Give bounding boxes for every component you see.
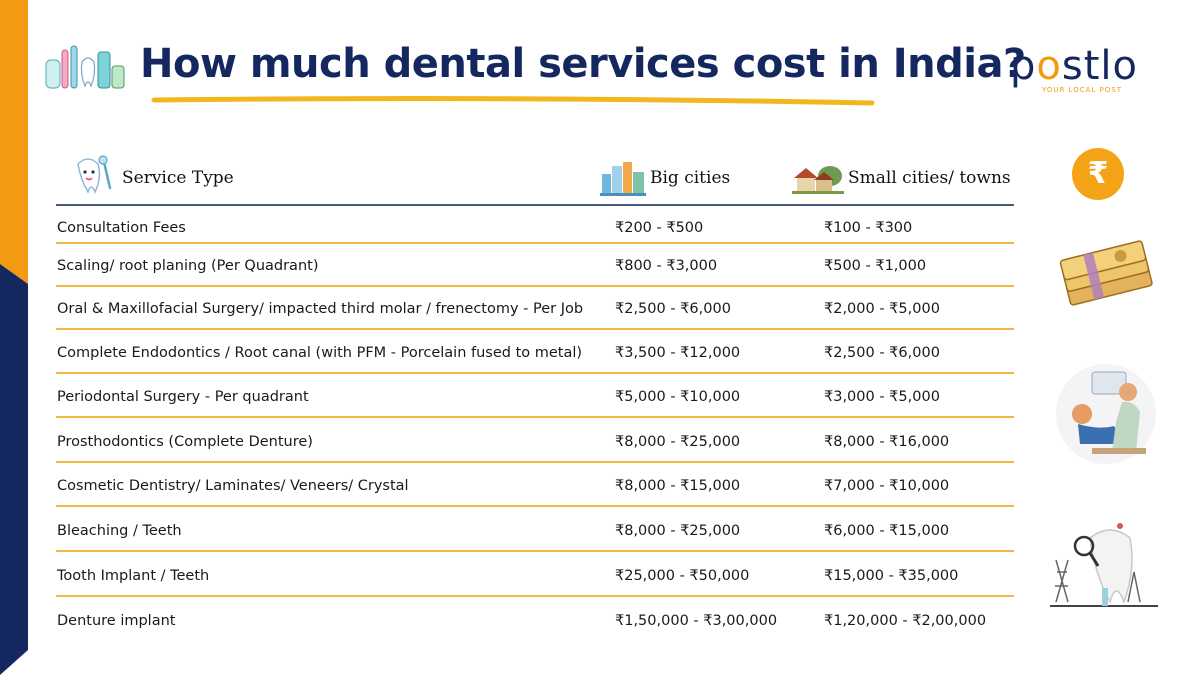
small-city-cost-cell: ₹8,000 - ₹16,000 <box>824 434 950 450</box>
cost-table: Service Type Big cities Small cities/ to… <box>56 150 1014 631</box>
big-city-cost-cell: ₹25,000 - ₹50,000 <box>615 568 750 584</box>
big-city-cost-cell: ₹5,000 - ₹10,000 <box>615 389 741 405</box>
small-city-cost-cell: ₹500 - ₹1,000 <box>824 258 927 274</box>
money-stack-icon <box>1059 240 1153 306</box>
small-city-cost-cell: ₹2,000 - ₹5,000 <box>824 301 940 317</box>
dentist-patient-illustration <box>1056 364 1156 464</box>
table-row: Consultation Fees ₹200 - ₹500 ₹100 - ₹30… <box>56 206 1014 244</box>
big-city-cost-cell: ₹3,500 - ₹12,000 <box>615 345 741 361</box>
table-row: Complete Endodontics / Root canal (with … <box>56 330 1014 374</box>
service-cell: Tooth Implant / Teeth <box>57 568 210 584</box>
table-row: Scaling/ root planing (Per Quadrant) ₹80… <box>56 244 1014 287</box>
city-buildings-icon <box>600 162 646 196</box>
dental-care-illustration <box>1050 523 1158 607</box>
small-city-cost-cell: ₹1,20,000 - ₹2,00,000 <box>824 613 987 629</box>
table-row: Denture implant ₹1,50,000 - ₹3,00,000 ₹1… <box>56 597 1014 631</box>
service-cell: Complete Endodontics / Root canal (with … <box>57 345 583 361</box>
small-city-cost-cell: ₹6,000 - ₹15,000 <box>824 523 950 539</box>
big-city-cost-cell: ₹800 - ₹3,000 <box>615 258 718 274</box>
big-city-cost-cell: ₹200 - ₹500 <box>615 220 704 236</box>
village-houses-icon <box>792 166 844 194</box>
service-cell: Periodontal Surgery - Per quadrant <box>57 389 309 405</box>
service-cell: Bleaching / Teeth <box>57 523 182 539</box>
service-cell: Prosthodontics (Complete Denture) <box>57 434 313 450</box>
service-cell: Consultation Fees <box>57 220 186 236</box>
table-row: Prosthodontics (Complete Denture) ₹8,000… <box>56 418 1014 463</box>
postlo-logo: postlo YOUR LOCAL POST <box>1010 44 1160 96</box>
big-city-cost-cell: ₹8,000 - ₹25,000 <box>615 523 741 539</box>
table-row: Cosmetic Dentistry/ Laminates/ Veneers/ … <box>56 463 1014 507</box>
rupee-coin-icon: ₹ <box>1072 148 1124 200</box>
small-city-cost-cell: ₹3,000 - ₹5,000 <box>824 389 940 405</box>
logo-tagline: YOUR LOCAL POST <box>1042 86 1123 94</box>
table-row: Tooth Implant / Teeth ₹25,000 - ₹50,000 … <box>56 552 1014 597</box>
small-city-cost-cell: ₹2,500 - ₹6,000 <box>824 345 940 361</box>
sidebar-decoration <box>0 0 28 675</box>
small-city-cost-cell: ₹100 - ₹300 <box>824 220 913 236</box>
small-city-cost-cell: ₹7,000 - ₹10,000 <box>824 478 950 494</box>
title-underline <box>151 96 875 106</box>
big-city-cost-cell: ₹8,000 - ₹15,000 <box>615 478 741 494</box>
service-cell: Oral & Maxillofacial Surgery/ impacted t… <box>57 301 584 317</box>
big-city-cost-cell: ₹1,50,000 - ₹3,00,000 <box>615 613 778 629</box>
service-cell: Scaling/ root planing (Per Quadrant) <box>57 258 319 274</box>
small-city-cost-cell: ₹15,000 - ₹35,000 <box>824 568 959 584</box>
service-cell: Cosmetic Dentistry/ Laminates/ Veneers/ … <box>57 478 409 494</box>
table-row: Bleaching / Teeth ₹8,000 - ₹25,000 ₹6,00… <box>56 507 1014 552</box>
table-header: Service Type Big cities Small cities/ to… <box>56 150 1014 206</box>
big-city-cost-cell: ₹8,000 - ₹25,000 <box>615 434 741 450</box>
header-service-type: Service Type <box>122 168 234 188</box>
logo-wordmark: postlo <box>1010 43 1138 89</box>
header-big-cities: Big cities <box>650 168 731 188</box>
tooth-icon <box>77 155 112 194</box>
dental-tools-icon <box>45 45 125 89</box>
header-small-cities: Small cities/ towns <box>848 168 1011 188</box>
table-row: Periodontal Surgery - Per quadrant ₹5,00… <box>56 374 1014 418</box>
big-city-cost-cell: ₹2,500 - ₹6,000 <box>615 301 731 317</box>
service-cell: Denture implant <box>57 613 176 629</box>
page-title: How much dental services cost in India? <box>140 41 1026 87</box>
table-row: Oral & Maxillofacial Surgery/ impacted t… <box>56 287 1014 330</box>
